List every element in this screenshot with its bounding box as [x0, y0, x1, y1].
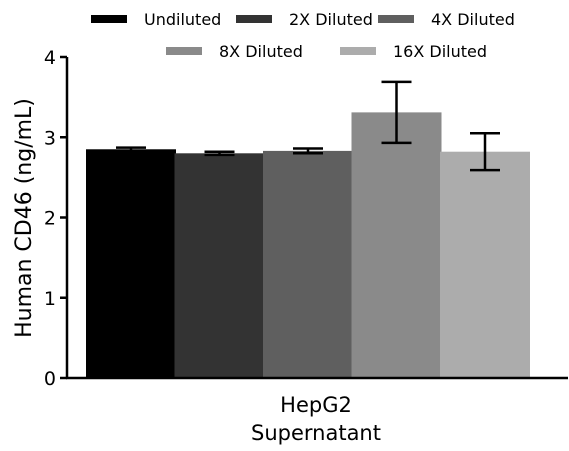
legend-label: Undiluted [144, 10, 221, 29]
error-bar-4x-diluted [293, 147, 323, 155]
legend-label: 8X Diluted [219, 42, 303, 61]
y-tick-label: 0 [44, 368, 56, 390]
bar-2x-diluted [174, 153, 265, 378]
legend: Undiluted 2X Diluted 4X Diluted 8X Diluted 1… [91, 10, 515, 61]
legend-item-undiluted: Undiluted [91, 10, 221, 29]
bar-4x-diluted [263, 150, 353, 378]
bar-undiluted [86, 149, 176, 378]
legend-item-2x-diluted: 2X Diluted [236, 10, 373, 29]
legend-swatch [340, 47, 376, 55]
bar-8x-diluted [351, 112, 442, 378]
y-tick-label: 1 [44, 288, 56, 310]
legend-swatch [236, 15, 272, 23]
legend-item-8x-diluted: 8X Diluted [166, 42, 303, 61]
error-bar-16x-diluted [470, 131, 500, 172]
y-tick-label: 2 [44, 208, 56, 230]
y-tick-label: 3 [44, 127, 56, 149]
y-tick-label: 4 [44, 47, 56, 69]
error-bar-8x-diluted [381, 80, 412, 145]
bar-16x-diluted [440, 151, 530, 378]
error-bars [116, 80, 500, 172]
y-axis-label: Human CD46 (ng/mL) [12, 98, 37, 338]
x-category-label-line1: HepG2 [280, 393, 352, 417]
legend-swatch [166, 47, 202, 55]
error-bar-undiluted [116, 146, 146, 153]
legend-swatch [91, 15, 127, 23]
x-category-label-line2: Supernatant [251, 421, 381, 445]
legend-label: 16X Diluted [393, 42, 487, 61]
legend-label: 4X Diluted [431, 10, 515, 29]
legend-item-4x-diluted: 4X Diluted [378, 10, 515, 29]
axes: 0 1 2 3 4 [44, 47, 568, 390]
legend-swatch [378, 15, 414, 23]
bars [86, 112, 530, 378]
error-bar-2x-diluted [204, 150, 235, 157]
legend-item-16x-diluted: 16X Diluted [340, 42, 487, 61]
legend-label: 2X Diluted [289, 10, 373, 29]
